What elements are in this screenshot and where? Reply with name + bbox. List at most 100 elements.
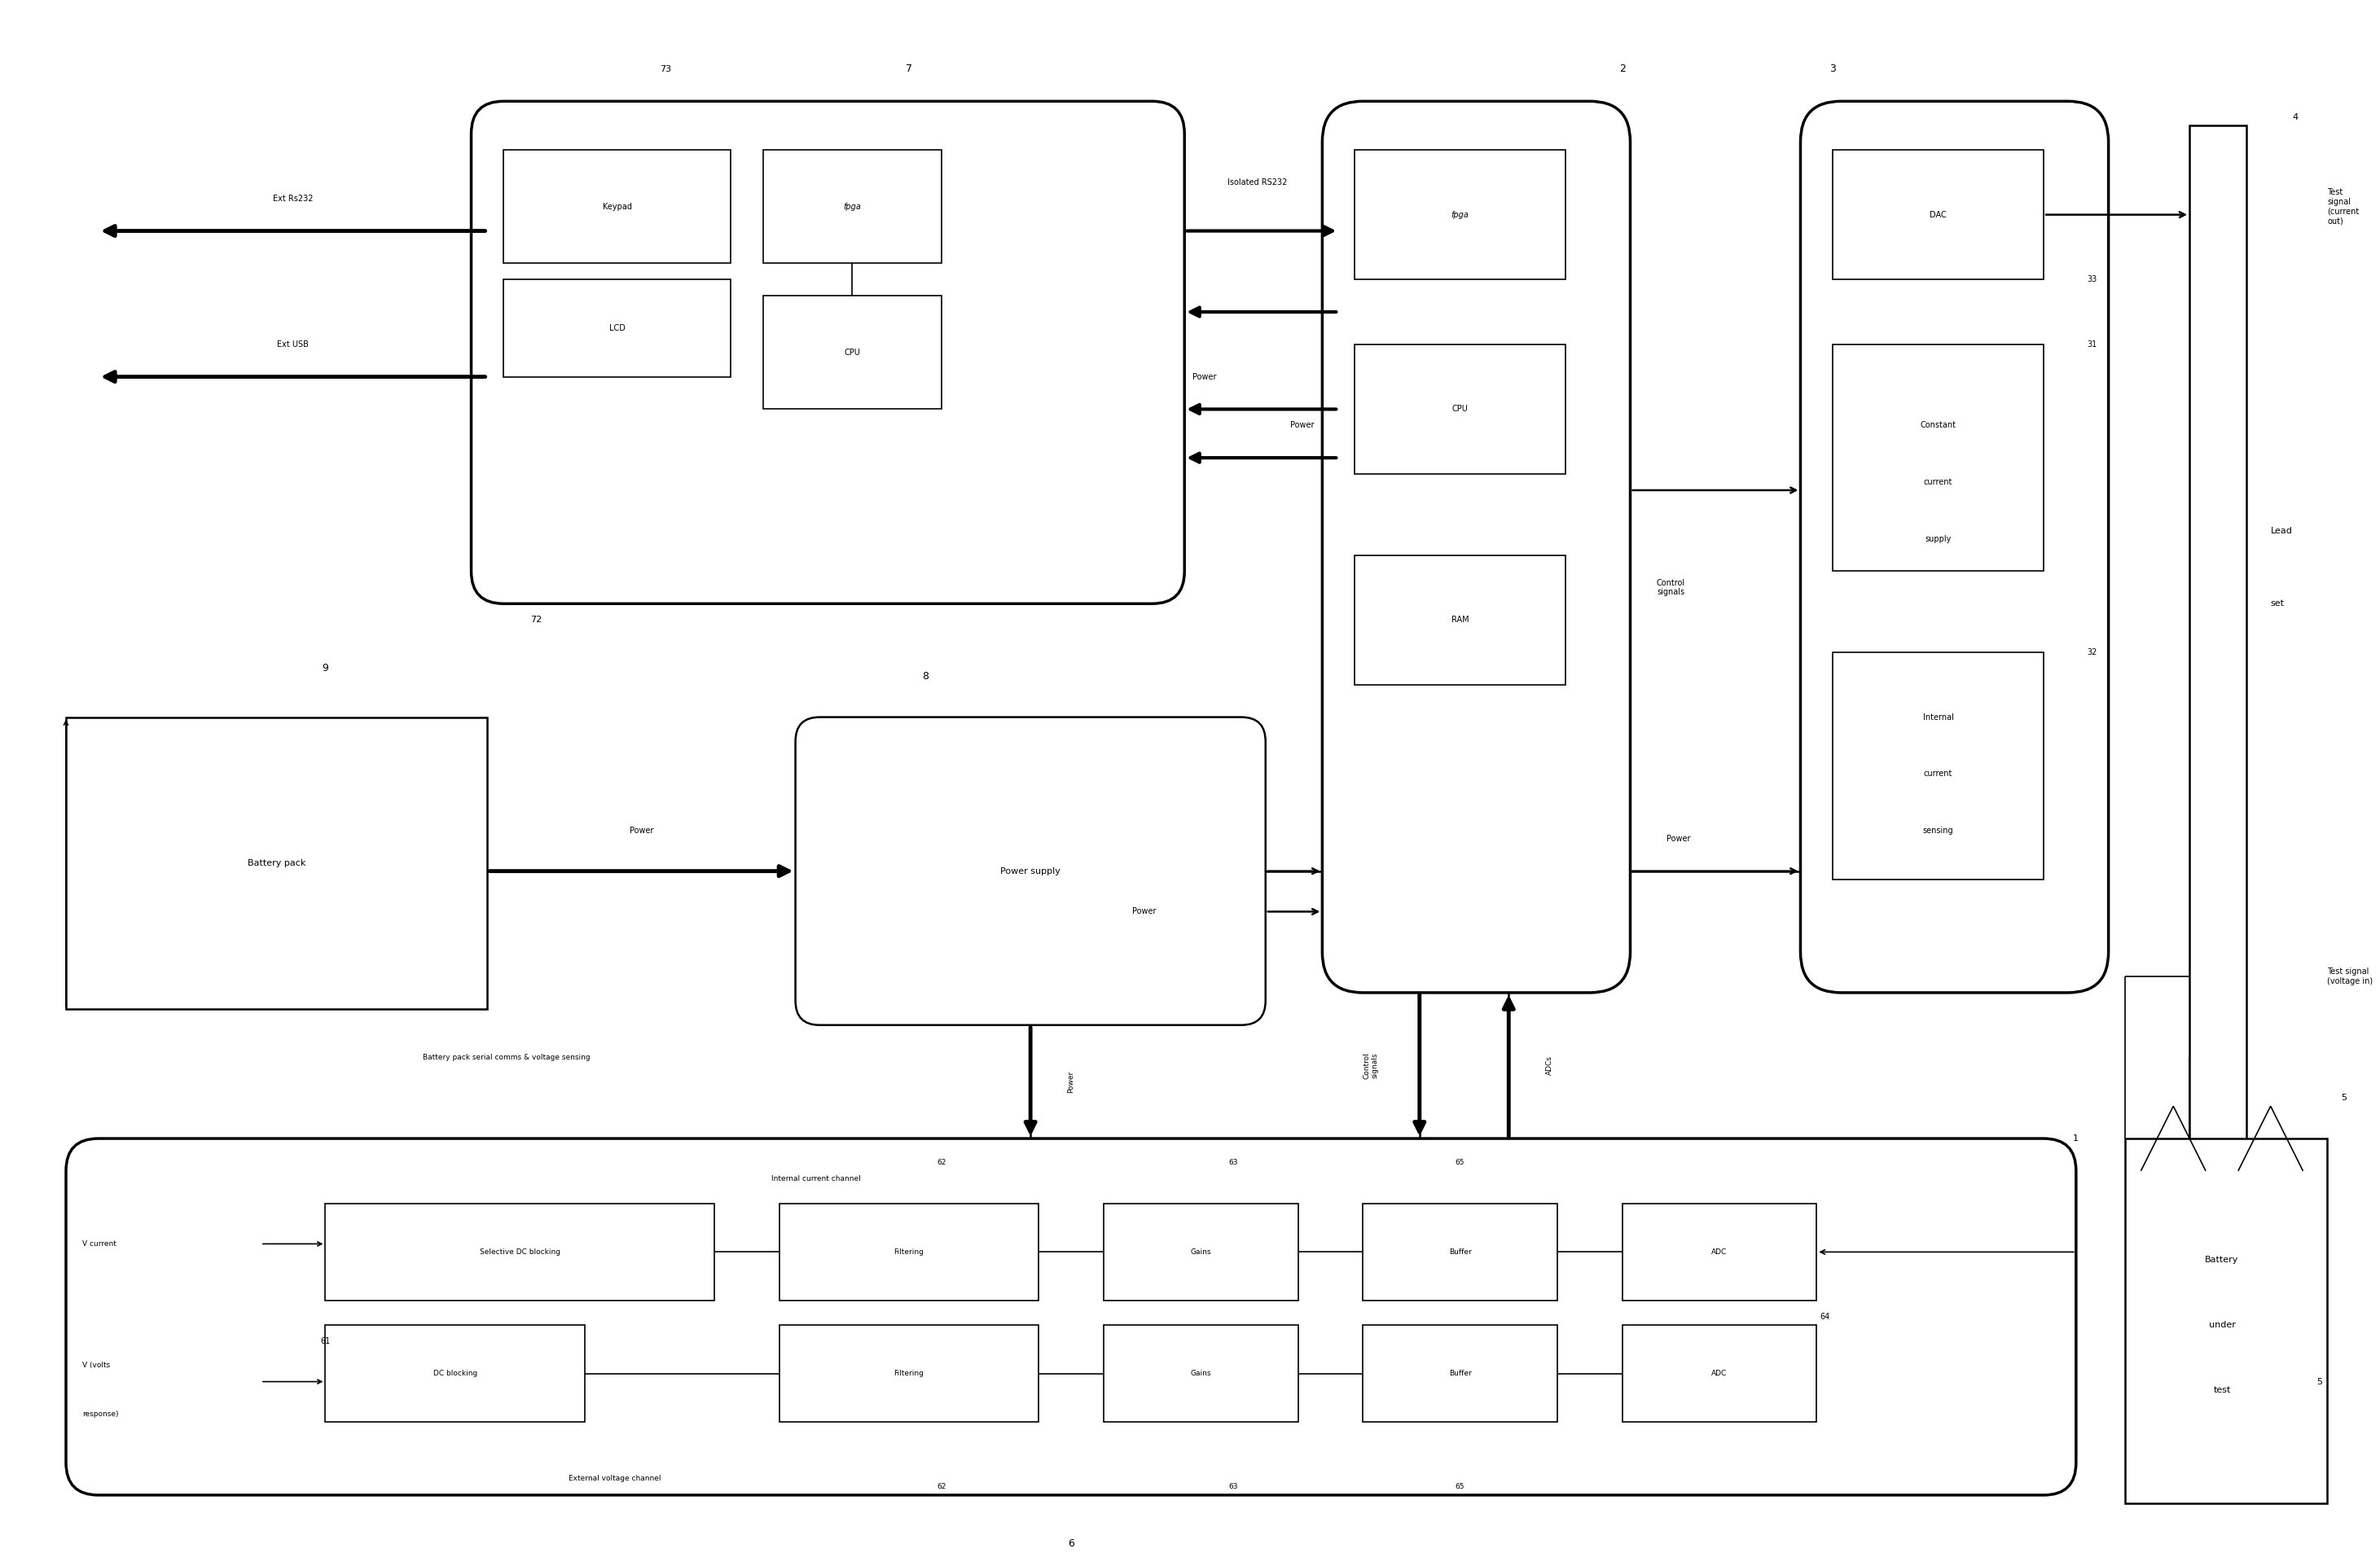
Text: CPU: CPU [1452,405,1468,413]
Text: Power: Power [1290,421,1314,430]
Text: Buffer: Buffer [1449,1249,1471,1256]
Text: Isolated RS232: Isolated RS232 [1228,179,1288,186]
Text: Test
signal
(current
out): Test signal (current out) [2328,188,2359,225]
Text: 63: 63 [1228,1483,1238,1491]
Text: fpga: fpga [1452,211,1468,219]
Text: test: test [2213,1385,2230,1393]
Text: 3: 3 [1830,64,1835,75]
Text: 9: 9 [321,663,328,674]
Text: Power: Power [1066,1070,1076,1093]
Text: 33: 33 [2087,275,2097,284]
Text: 72: 72 [531,617,543,624]
Text: 5: 5 [2340,1093,2347,1103]
Text: ADC: ADC [1711,1370,1728,1378]
Bar [1833,652,2044,879]
Text: CPU: CPU [845,348,859,357]
Text: Battery pack: Battery pack [248,859,305,867]
Text: set: set [2271,599,2285,607]
Text: 65: 65 [1457,1159,1464,1166]
Bar [1354,345,1566,474]
FancyBboxPatch shape [1802,101,2109,992]
Text: 73: 73 [659,65,671,73]
Text: Constant: Constant [1921,421,1956,430]
Bar [1833,345,2044,572]
Text: 2: 2 [1618,64,1626,75]
Bar [1833,151,2044,280]
Text: current: current [1923,770,1952,778]
Text: Filtering: Filtering [895,1249,923,1256]
Bar [1623,1325,1816,1423]
FancyBboxPatch shape [795,717,1266,1025]
Text: V (volts: V (volts [83,1362,109,1370]
Bar [505,151,731,264]
Text: current: current [1923,478,1952,486]
Text: Battery pack serial comms & voltage sensing: Battery pack serial comms & voltage sens… [424,1054,590,1061]
Bar [1104,1204,1297,1300]
Text: 63: 63 [1228,1159,1238,1166]
Text: Test signal
(voltage in): Test signal (voltage in) [2328,968,2373,985]
Text: 62: 62 [938,1483,945,1491]
Text: Gains: Gains [1190,1249,1211,1256]
FancyBboxPatch shape [67,1138,2075,1496]
Bar [505,280,731,377]
Text: DAC: DAC [1930,211,1947,219]
Text: Control
signals: Control signals [1364,1053,1378,1079]
Text: Ext Rs232: Ext Rs232 [274,194,314,202]
Text: External voltage channel: External voltage channel [569,1475,662,1483]
Text: 64: 64 [1821,1312,1830,1322]
Text: ADC: ADC [1711,1249,1728,1256]
Text: sensing: sensing [1923,826,1954,834]
Bar [2190,126,2247,1382]
Text: DC blocking: DC blocking [433,1370,476,1378]
Bar [2125,1138,2328,1503]
Text: Internal: Internal [1923,713,1954,721]
Text: Power: Power [1192,373,1216,380]
Text: Power: Power [628,826,655,834]
Bar [1354,554,1566,685]
Text: 8: 8 [921,671,928,682]
Text: Power: Power [1666,834,1690,843]
Text: Selective DC blocking: Selective DC blocking [478,1249,559,1256]
Text: 5: 5 [2316,1378,2323,1385]
Text: LCD: LCD [609,325,626,332]
Text: Internal current channel: Internal current channel [771,1176,862,1183]
Text: 62: 62 [938,1159,945,1166]
Bar [67,717,488,1009]
Text: Battery: Battery [2206,1256,2240,1264]
Text: Keypad: Keypad [602,202,631,211]
Bar [1623,1204,1816,1300]
Text: Gains: Gains [1190,1370,1211,1378]
Text: 7: 7 [907,64,912,75]
Bar [1364,1325,1557,1423]
Bar [1104,1325,1297,1423]
Text: 4: 4 [2292,113,2297,121]
Text: 31: 31 [2087,340,2097,348]
Text: 1: 1 [2073,1134,2078,1143]
Text: ADCs: ADCs [1545,1056,1552,1075]
Text: Power supply: Power supply [1000,867,1061,876]
Bar [778,1325,1038,1423]
Text: 6: 6 [1069,1539,1073,1548]
Text: response): response) [83,1410,119,1418]
FancyBboxPatch shape [1323,101,1630,992]
Bar [1354,151,1566,280]
Text: 65: 65 [1457,1483,1464,1491]
Text: 32: 32 [2087,648,2097,657]
Text: supply: supply [1925,534,1952,544]
Text: under: under [2209,1322,2235,1329]
Text: RAM: RAM [1452,617,1468,624]
Bar [1364,1204,1557,1300]
Text: Ext USB: Ext USB [276,340,309,348]
Text: 61: 61 [321,1337,331,1345]
FancyBboxPatch shape [471,101,1185,604]
Bar [764,295,942,408]
Text: Power: Power [1133,907,1157,916]
Text: Lead: Lead [2271,526,2292,534]
Bar [326,1325,585,1423]
Bar [764,151,942,264]
Bar [326,1204,714,1300]
Text: Filtering: Filtering [895,1370,923,1378]
Text: fpga: fpga [843,202,862,211]
Text: Buffer: Buffer [1449,1370,1471,1378]
Text: Control
signals: Control signals [1656,579,1685,596]
